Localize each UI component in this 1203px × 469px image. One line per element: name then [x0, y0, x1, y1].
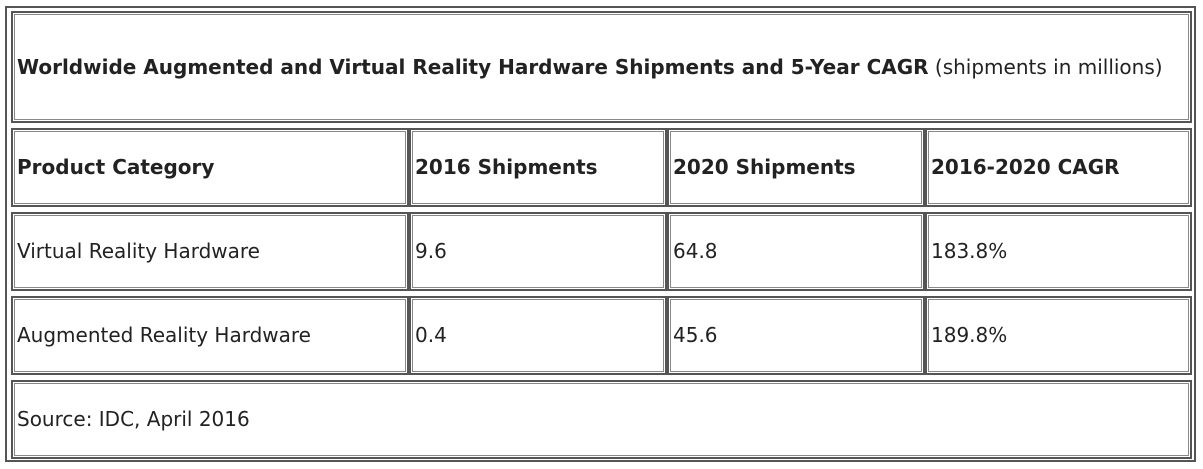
header-product-category: Product Category [11, 128, 409, 207]
cell-category: Augmented Reality Hardware [11, 296, 409, 375]
shipments-table: Worldwide Augmented and Virtual Reality … [11, 6, 1193, 464]
header-2016-shipments: 2016 Shipments [409, 128, 667, 207]
table-frame: Worldwide Augmented and Virtual Reality … [5, 6, 1196, 462]
table-title: Worldwide Augmented and Virtual Reality … [11, 11, 1193, 123]
source-note: Source: IDC, April 2016 [11, 380, 1193, 459]
cell-2020: 64.8 [667, 212, 925, 291]
table-row: Augmented Reality Hardware 0.4 45.6 189.… [11, 296, 1193, 375]
header-cagr: 2016-2020 CAGR [925, 128, 1193, 207]
cell-2020: 45.6 [667, 296, 925, 375]
table-title-note: (shipments in millions) [928, 54, 1163, 79]
cell-2016: 9.6 [409, 212, 667, 291]
cell-cagr: 189.8% [925, 296, 1193, 375]
cell-2016: 0.4 [409, 296, 667, 375]
header-2020-shipments: 2020 Shipments [667, 128, 925, 207]
table-title-main: Worldwide Augmented and Virtual Reality … [17, 54, 929, 79]
source-row: Source: IDC, April 2016 [11, 380, 1193, 459]
cell-cagr: 183.8% [925, 212, 1193, 291]
cell-category: Virtual Reality Hardware [11, 212, 409, 291]
header-row: Product Category 2016 Shipments 2020 Shi… [11, 128, 1193, 207]
title-row: Worldwide Augmented and Virtual Reality … [11, 11, 1193, 123]
table-row: Virtual Reality Hardware 9.6 64.8 183.8% [11, 212, 1193, 291]
